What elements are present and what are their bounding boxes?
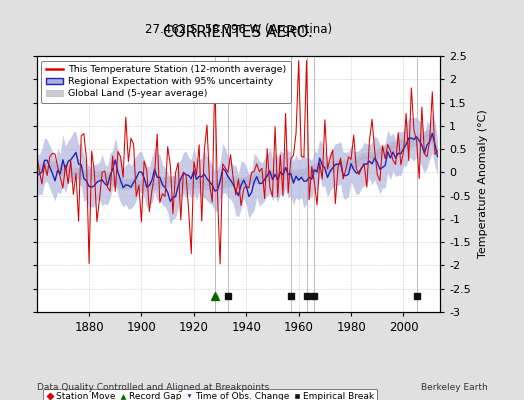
Title: CORRIENTES AERO.: CORRIENTES AERO. xyxy=(163,24,313,40)
Text: 27.462 S, 58.796 W (Argentina): 27.462 S, 58.796 W (Argentina) xyxy=(145,22,332,36)
Legend: Station Move, Record Gap, Time of Obs. Change, Empirical Break: Station Move, Record Gap, Time of Obs. C… xyxy=(43,388,377,400)
Text: Data Quality Controlled and Aligned at Breakpoints: Data Quality Controlled and Aligned at B… xyxy=(37,383,269,392)
Text: Berkeley Earth: Berkeley Earth xyxy=(421,383,487,392)
Y-axis label: Temperature Anomaly (°C): Temperature Anomaly (°C) xyxy=(478,110,488,258)
